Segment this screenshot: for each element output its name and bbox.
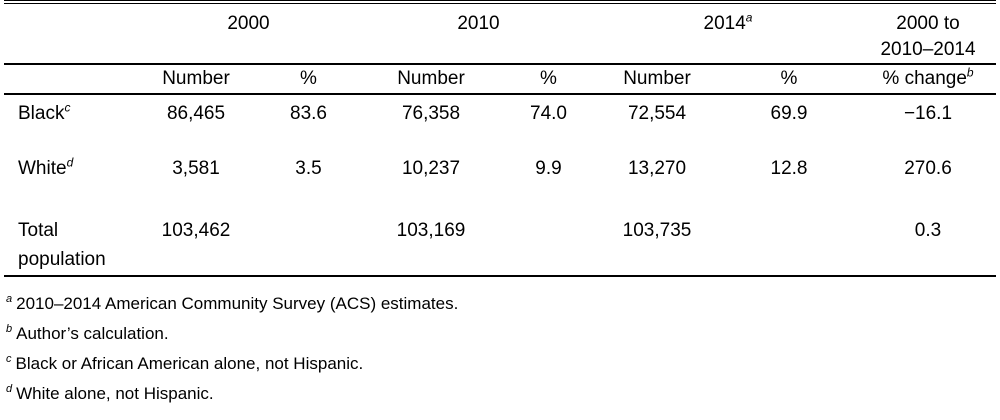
cell-white-2000-pct: 3.5 [295,158,322,179]
footnote-d-marker: d [6,383,13,396]
pct-change-footnote-marker: b [966,65,974,80]
header-2000-number: Number [136,64,256,95]
cell-black-2000-number: 86,465 [166,103,226,124]
footnote-d-text: White alone, not Hispanic. [16,384,214,403]
cell-white-pct-change: 270.6 [904,158,952,179]
header-pct-change-label: % change [882,68,967,89]
footnote-b-marker: b [6,323,13,336]
cell-white-2014-number: 13,270 [627,158,687,179]
year-2010-header: 2010 [361,2,596,65]
header-pct-change: % changeb [860,64,996,95]
footnote-b: b Author’s calculation. [6,321,1000,351]
year-2014-label: 2014 [703,13,746,34]
year-2014-header: 2014a [596,2,860,65]
cell-total-pct-change: 0.3 [914,220,942,241]
footnote-d: d White alone, not Hispanic. [6,381,1000,411]
sub-header-row: Number % Number % Number % % changeb [4,64,996,95]
cell-total-2010-pct [501,204,596,276]
header-2014-percent: % [718,64,860,95]
header-2014-number: Number [596,64,718,95]
row-label-total-text: Total population [18,220,106,270]
cell-black-2010-pct: 74.0 [530,103,567,124]
year-2014-footnote-marker: a [745,10,753,25]
cell-black-2000-pct: 83.6 [290,103,327,124]
year-header-row: 2000 2010 2014a 2000 to 2010–2014 [4,2,996,65]
footnote-b-text: Author’s calculation. [16,324,169,343]
header-2010-number: Number [361,64,501,95]
year-2000-label: 2000 [227,13,270,34]
footnote-a-marker: a [6,293,13,306]
row-label-white: Whited [4,148,136,204]
cell-total-2014-pct [718,204,860,276]
change-period-line1: 2000 to [896,13,960,34]
cell-black-2014-pct: 69.9 [770,103,808,124]
year-2000-header: 2000 [136,2,361,65]
cell-total-2000-number: 103,462 [161,220,231,241]
cell-black-2014-number: 72,554 [627,103,687,124]
cell-white-2000-number: 3,581 [172,158,220,179]
corner-cell [4,2,136,65]
cell-black-2010-number: 76,358 [401,103,461,124]
footnote-a-text: 2010–2014 American Community Survey (ACS… [16,294,459,313]
change-period-header: 2000 to 2010–2014 [860,2,996,65]
cell-white-2010-pct: 9.9 [535,158,562,179]
year-2010-label: 2010 [457,13,500,34]
row-label-total: Total population [4,204,136,276]
table-row-total: Total population 103,462 103,169 103,735… [4,204,996,276]
footnote-a: a 2010–2014 American Community Survey (AC… [6,291,1000,321]
cell-black-pct-change: −16.1 [903,103,953,124]
row-black-footnote-marker: c [64,100,71,115]
change-period-line2: 2010–2014 [880,39,976,60]
cell-white-2010-number: 10,237 [401,158,461,179]
footnote-c-text: Black or African American alone, not His… [15,354,364,373]
cell-total-2000-pct [256,204,361,276]
row-label-black-text: Black [18,103,65,124]
header-2010-percent: % [501,64,596,95]
row-label-white-text: White [18,158,67,179]
cell-total-2010-number: 103,169 [396,220,466,241]
corner-cell-2 [4,64,136,95]
row-white-footnote-marker: d [66,155,74,170]
table-row-white: Whited 3,581 3.5 10,237 9.9 13,270 12.8 … [4,148,996,204]
row-label-black: Blackc [4,94,136,148]
footnote-c: c Black or African American alone, not Hi… [6,351,1000,381]
footnote-c-marker: c [6,353,12,366]
footnotes: a 2010–2014 American Community Survey (AC… [0,291,1000,411]
cell-total-2014-number: 103,735 [622,220,692,241]
population-table: 2000 2010 2014a 2000 to 2010–2014 Number … [4,0,996,277]
header-2000-percent: % [256,64,361,95]
table-row-black: Blackc 86,465 83.6 76,358 74.0 72,554 69… [4,94,996,148]
cell-white-2014-pct: 12.8 [770,158,808,179]
